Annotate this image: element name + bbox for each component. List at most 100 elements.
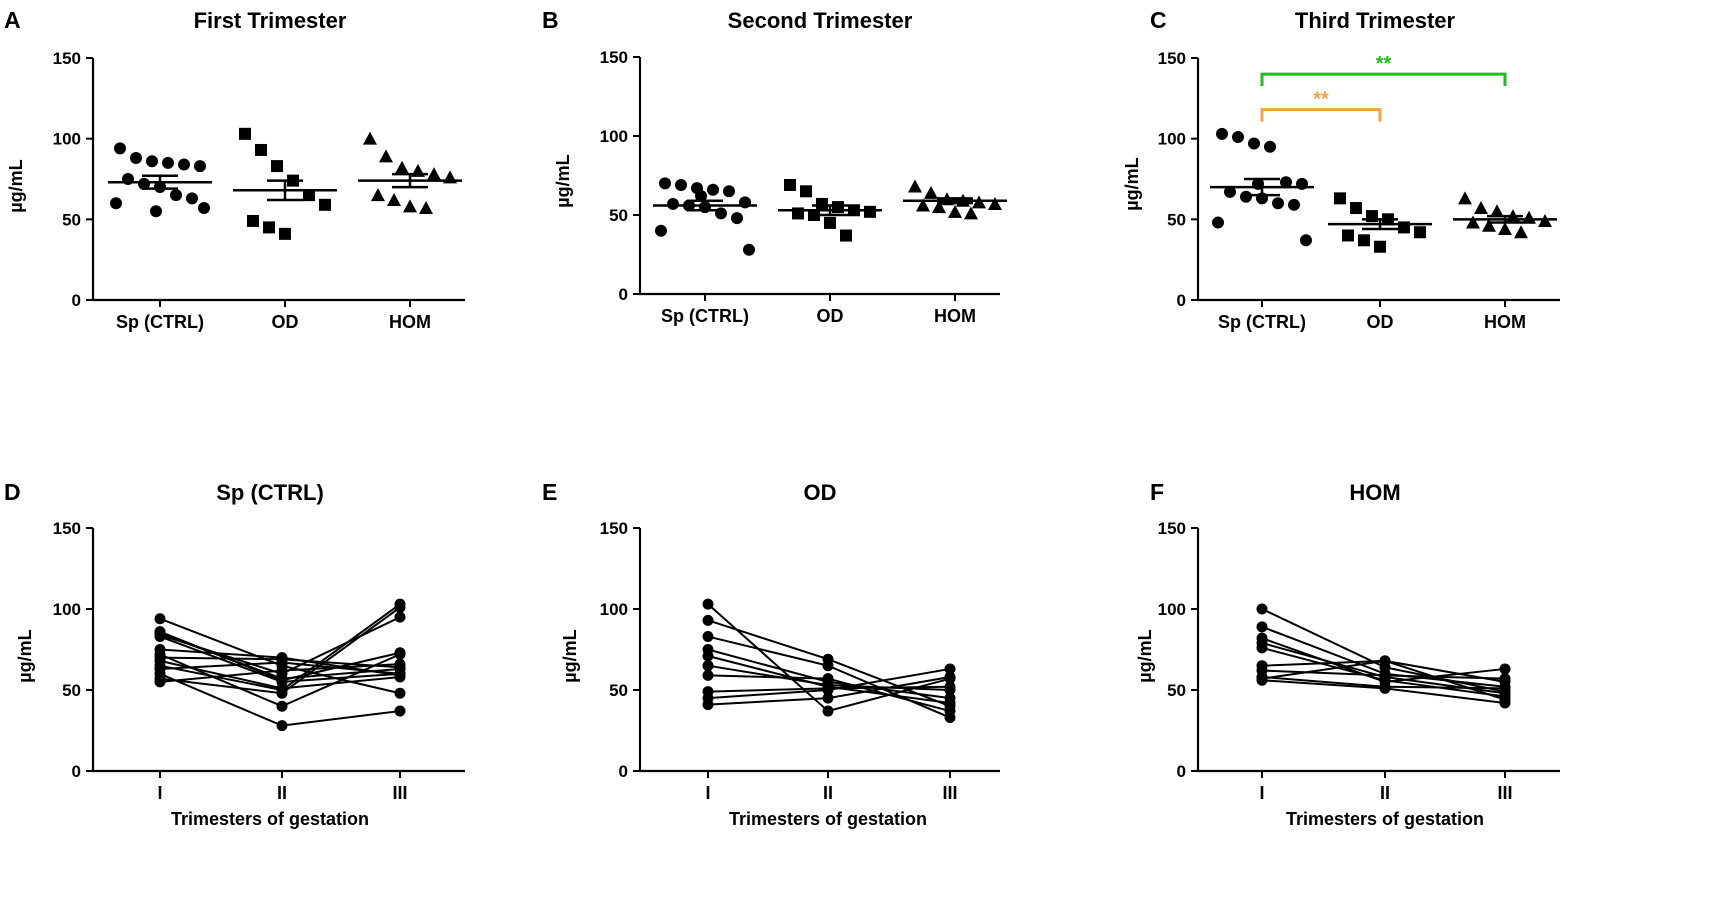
subject-line-9 xyxy=(702,671,956,711)
data-point xyxy=(695,190,707,203)
x-tick-label: HOM xyxy=(934,306,976,326)
y-axis-label: µg/mL xyxy=(1135,629,1155,682)
data-point xyxy=(675,178,687,191)
panel-letter: A xyxy=(4,7,21,33)
subject-line-6 xyxy=(702,669,956,717)
panel-b: B Second Trimester 0 50 100 150 µg/mL Sp (CTRL)… xyxy=(542,7,1007,326)
x-tick-label: Sp (CTRL) xyxy=(1218,312,1306,332)
data-point xyxy=(822,705,834,717)
data-point xyxy=(1224,185,1236,198)
data-point xyxy=(394,601,406,613)
data-point xyxy=(276,674,288,686)
y-tick-label: 100 xyxy=(600,600,628,619)
y-tick-label: 150 xyxy=(600,519,628,538)
subject-line-12 xyxy=(154,626,406,686)
data-point xyxy=(1490,204,1504,218)
data-point xyxy=(198,202,210,215)
data-point xyxy=(150,205,162,218)
x-tick-label: II xyxy=(1380,783,1390,803)
data-point xyxy=(1280,176,1292,189)
y-tick-label: 50 xyxy=(609,681,628,700)
data-point xyxy=(186,192,198,205)
data-point xyxy=(784,178,796,191)
panel-title: First Trimester xyxy=(194,8,347,33)
y-tick-label: 150 xyxy=(53,519,81,538)
x-axis-label: Trimesters of gestation xyxy=(171,809,369,829)
data-point xyxy=(816,197,828,210)
x-tick-label: Sp (CTRL) xyxy=(661,306,749,326)
data-point xyxy=(1256,642,1268,654)
data-point xyxy=(1256,603,1268,615)
data-point xyxy=(824,216,836,229)
y-tick-label: 50 xyxy=(1167,210,1186,229)
data-point xyxy=(1248,137,1260,150)
data-point xyxy=(178,158,190,171)
series-2 xyxy=(358,131,462,215)
significance-bracket xyxy=(1260,108,1382,122)
x-axis-label: Trimesters of gestation xyxy=(729,809,927,829)
data-point xyxy=(276,700,288,712)
panel-letter: F xyxy=(1150,479,1164,505)
data-point xyxy=(1212,216,1224,229)
data-point xyxy=(162,156,174,169)
data-point xyxy=(1334,192,1346,205)
y-tick-label: 0 xyxy=(72,762,81,781)
panel-c: C Third Trimester 0 50 100 150 µg/mL Sp (CTRL) O… xyxy=(1122,7,1560,332)
data-point xyxy=(1240,190,1252,203)
significance-bracket xyxy=(1260,72,1507,87)
data-point xyxy=(822,673,834,685)
y-tick-label: 100 xyxy=(53,600,81,619)
panel-letter: C xyxy=(1150,7,1167,33)
x-tick-label: OD xyxy=(272,312,299,332)
data-point xyxy=(1288,198,1300,211)
data-point xyxy=(1374,240,1386,253)
data-point xyxy=(394,705,406,717)
data-point xyxy=(1272,197,1284,210)
y-tick-label: 150 xyxy=(1158,49,1186,68)
y-tick-label: 150 xyxy=(600,48,628,67)
data-point xyxy=(1216,127,1228,140)
data-point xyxy=(840,229,852,242)
x-tick-label: III xyxy=(1497,783,1512,803)
data-point xyxy=(702,669,714,681)
data-point xyxy=(948,204,962,218)
data-point xyxy=(1256,621,1268,633)
data-point xyxy=(371,188,385,202)
data-point xyxy=(964,206,978,220)
data-point xyxy=(427,167,441,181)
data-point xyxy=(146,155,158,168)
x-axis-label: Trimesters of gestation xyxy=(1286,809,1484,829)
data-point xyxy=(394,671,406,683)
y-axis-label: µg/mL xyxy=(6,159,26,212)
significance-label: ** xyxy=(1313,89,1329,111)
y-tick-label: 50 xyxy=(62,210,81,229)
data-point xyxy=(154,655,166,667)
data-point xyxy=(194,160,206,173)
data-point xyxy=(1379,682,1391,694)
data-point xyxy=(1232,131,1244,144)
data-point xyxy=(944,663,956,675)
data-point xyxy=(822,692,834,704)
data-point xyxy=(276,656,288,668)
data-point xyxy=(1414,226,1426,239)
panel-a: A First Trimester 0 50 100 150 µg/mL Sp (CTRL) O… xyxy=(4,7,465,332)
data-point xyxy=(659,177,671,190)
data-point xyxy=(255,143,267,156)
data-point xyxy=(1458,191,1472,205)
data-point xyxy=(1379,655,1391,667)
data-point xyxy=(1499,676,1511,688)
data-point xyxy=(1264,140,1276,153)
x-tick-label: OD xyxy=(1367,312,1394,332)
data-point xyxy=(822,684,834,696)
x-tick-label: OD xyxy=(817,306,844,326)
data-point xyxy=(419,201,433,215)
data-point xyxy=(822,660,834,672)
data-point xyxy=(667,197,679,210)
data-point xyxy=(154,613,166,625)
series-0 xyxy=(1210,127,1314,247)
data-point xyxy=(239,127,251,140)
data-point xyxy=(702,699,714,711)
data-point xyxy=(1342,229,1354,242)
